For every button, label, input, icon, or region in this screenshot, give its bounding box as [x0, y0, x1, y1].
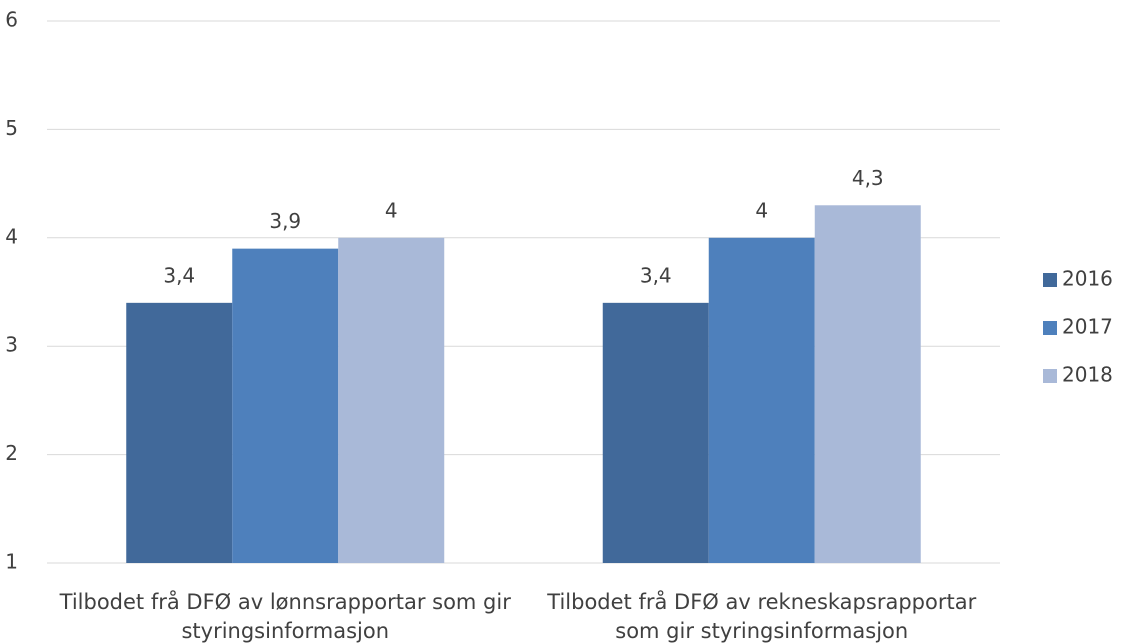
value-label: 3,9	[269, 209, 301, 233]
legend-label: 2017	[1062, 315, 1113, 339]
x-tick-label: Tilbodet frå DFØ av rekneskapsrapportar …	[547, 590, 977, 643]
bar	[602, 302, 709, 563]
value-label: 3,4	[163, 263, 195, 287]
legend-label: 2018	[1062, 363, 1113, 387]
value-label: 3,4	[640, 263, 672, 287]
y-tick-label: 6	[5, 8, 18, 32]
bar	[338, 237, 445, 564]
y-tick-label: 1	[5, 550, 18, 574]
x-tick-label: Tilbodet frå DFØ av lønnsrapportar som g…	[59, 590, 511, 643]
y-tick-label: 4	[5, 224, 18, 248]
y-tick-label: 5	[5, 116, 18, 140]
legend-swatch	[1043, 273, 1057, 287]
value-label: 4	[385, 198, 398, 222]
bar	[126, 302, 233, 563]
legend-swatch	[1043, 369, 1057, 383]
bar	[814, 205, 921, 563]
legend-label: 2016	[1062, 267, 1113, 291]
bar	[708, 237, 815, 564]
value-label: 4,3	[852, 166, 884, 190]
y-tick-label: 2	[5, 441, 18, 465]
y-tick-label: 3	[5, 333, 18, 357]
bar	[232, 248, 339, 563]
legend-swatch	[1043, 321, 1057, 335]
value-label: 4	[755, 198, 768, 222]
